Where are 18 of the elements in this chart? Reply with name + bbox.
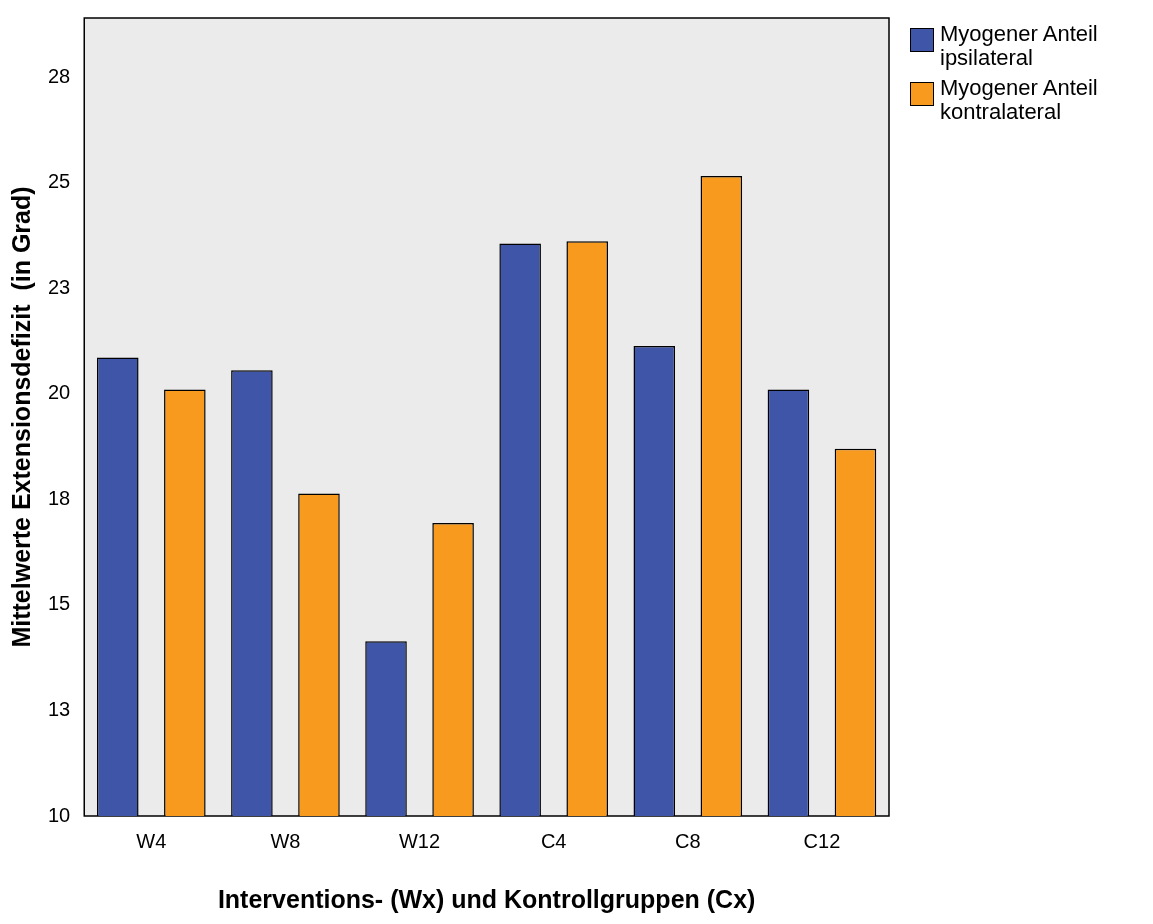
x-tick-label: W12 [399, 829, 441, 852]
legend-label: Myogener Anteil ipsilateral [940, 21, 1099, 70]
y-tick-label: 20 [48, 381, 71, 404]
x-tick-label: C4 [540, 829, 567, 852]
y-tick-label: 10 [48, 803, 71, 826]
y-tick-label: 13 [48, 697, 71, 720]
y-tick-label: 25 [48, 170, 71, 193]
y-tick-label: 18 [48, 486, 71, 509]
x-tick-label: C12 [803, 829, 841, 852]
x-tick-label: W8 [270, 829, 301, 852]
x-tick-label: W4 [136, 829, 167, 852]
y-axis-title: Mittelwerte Extensionsdefizit (in Grad) [6, 186, 35, 648]
x-axis-title: Interventions- (Wx) und Kontrollgruppen (Cx) [217, 884, 756, 913]
y-tick-label: 23 [48, 275, 71, 298]
legend-label: Myogener Anteil kontralateral [940, 75, 1099, 124]
x-tick-label: C8 [675, 829, 701, 852]
y-tick-label: 15 [48, 592, 71, 615]
y-tick-label: 28 [48, 64, 71, 87]
